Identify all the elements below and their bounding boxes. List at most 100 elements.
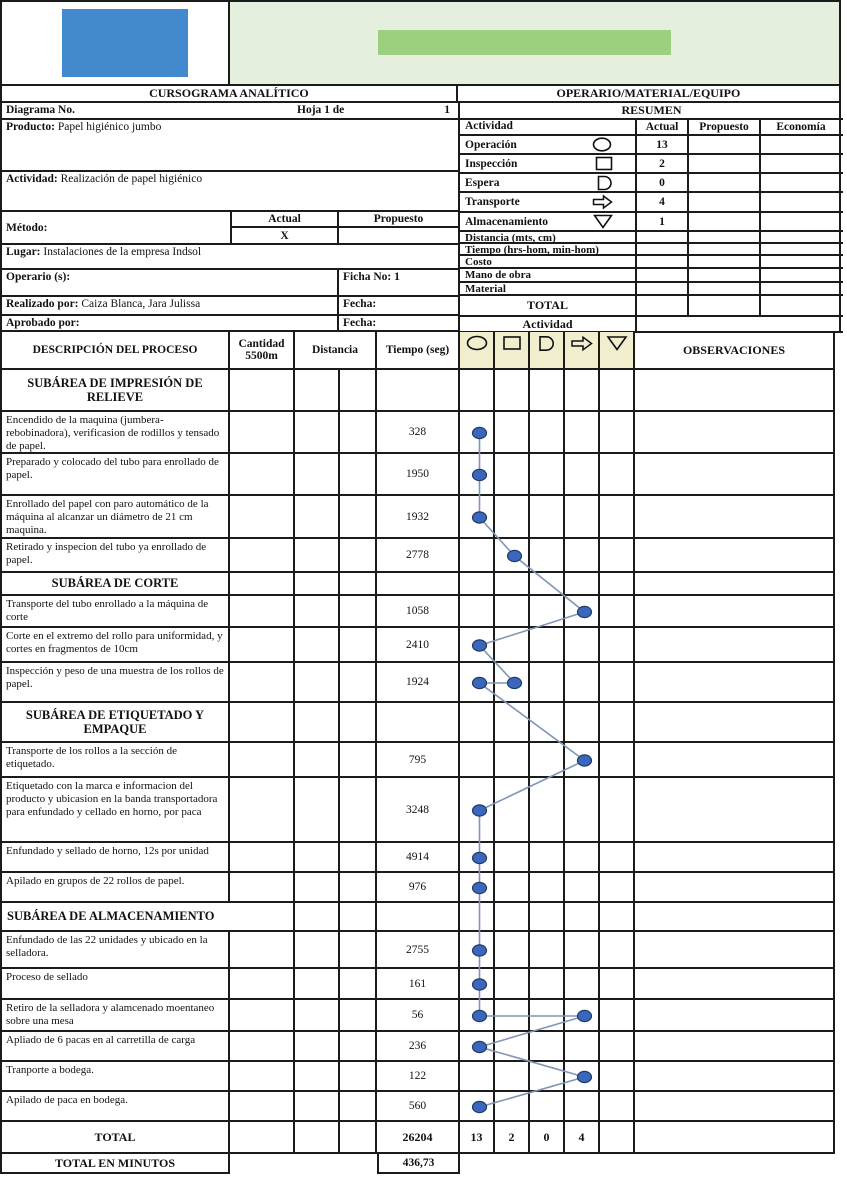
total-cantidad (230, 1122, 295, 1152)
diagrama-label: Diagrama No. (6, 104, 75, 116)
material-actual (635, 283, 687, 295)
operacion-economia (759, 136, 841, 153)
almacenamiento-label: Almacenamiento (465, 215, 549, 228)
process-row: Enfundado de las 22 unidades y ubicado e… (2, 932, 835, 969)
tiempo-propuesto (687, 244, 759, 256)
storage-col-cell (600, 1092, 635, 1120)
resumen-row-inspeccion: Inspección 2 (460, 155, 843, 174)
tiempo-cell (377, 703, 460, 741)
inspection-col-cell (495, 539, 530, 571)
distancia-cell-2 (340, 496, 377, 537)
total-dist1 (295, 1122, 340, 1152)
cantidad-cell (230, 969, 295, 998)
resumen-total-propuesto (687, 296, 759, 315)
transport-col-cell (565, 1032, 600, 1060)
delay-col-cell (530, 932, 565, 967)
inspeccion-propuesto (687, 155, 759, 172)
distancia-cell-1 (295, 778, 340, 841)
material-economia (759, 283, 841, 295)
delay-col-cell (530, 539, 565, 571)
costo-actual (635, 256, 687, 268)
material-row: Material (460, 283, 843, 296)
distancia-cell-1 (295, 1000, 340, 1030)
cantidad-header: Cantidad 5500m (230, 332, 295, 368)
cantidad-cell (230, 1000, 295, 1030)
cantidad-cell (230, 496, 295, 537)
distancia-cell-2 (340, 969, 377, 998)
metodo-actual-value: X (230, 228, 337, 243)
delay-col-cell (530, 370, 565, 410)
realizado-value: Caiza Blanca, Jara Julissa (81, 298, 201, 310)
inspeccion-actual: 2 (635, 155, 687, 172)
process-desc-cell: Proceso de sellado (2, 969, 230, 998)
logo-cell (2, 2, 230, 84)
resumen-total-row: TOTAL (460, 296, 843, 317)
distancia-cell-2 (340, 1000, 377, 1030)
operation-col-cell (460, 663, 495, 701)
inspection-col-cell (495, 903, 530, 930)
cantidad-cell (230, 412, 295, 452)
inspection-col-cell (495, 1032, 530, 1060)
mano-de-obra-label: Mano de obra (465, 269, 531, 281)
info-section: Diagrama No. Hoja 1 de 1 Producto: Papel… (0, 103, 843, 333)
distancia-cell-2 (340, 1032, 377, 1060)
cantidad-cell (230, 932, 295, 967)
transport-col-cell (565, 454, 600, 494)
operation-col-cell (460, 370, 495, 410)
distancia-cell-1 (295, 454, 340, 494)
inspeccion-label: Inspección (465, 157, 518, 170)
operacion-label: Operación (465, 138, 517, 151)
observaciones-cell (635, 628, 835, 661)
process-row: Apilado de paca en bodega. 560 (2, 1092, 835, 1122)
form-title: CURSOGRAMA ANALÍTICO (2, 86, 458, 103)
process-desc-cell: Apliado de 6 pacas en al carretilla de c… (2, 1032, 230, 1060)
storage-col-cell (600, 743, 635, 776)
distancia-cell-1 (295, 1062, 340, 1090)
observaciones-header: OBSERVACIONES (635, 332, 835, 368)
total-row: TOTAL 26204 13 2 0 4 (2, 1122, 835, 1154)
process-row: Retirado y inspecion del tubo ya enrolla… (2, 539, 835, 573)
delay-col-cell (530, 573, 565, 594)
company-logo (62, 9, 188, 77)
observaciones-cell (635, 743, 835, 776)
operation-col-cell (460, 873, 495, 901)
tiempo-cell: 2755 (377, 932, 460, 967)
process-table-header: DESCRIPCIÓN DEL PROCESO Cantidad 5500m D… (2, 332, 835, 370)
distancia-cell-1 (295, 628, 340, 661)
total-minutes-row: TOTAL EN MINUTOS 436,73 (0, 1152, 460, 1174)
operation-col-cell (460, 969, 495, 998)
storage-col-cell (600, 370, 635, 410)
distancia-row: Distancia (mts, cm) (460, 232, 843, 244)
tiempo-cell: 1058 (377, 596, 460, 626)
delay-col-cell (530, 743, 565, 776)
process-desc-cell: Enfundado de las 22 unidades y ubicado e… (2, 932, 230, 967)
lugar-row: Lugar: Instalaciones de la empresa Indso… (2, 245, 458, 270)
distancia-cell-1 (295, 412, 340, 452)
distancia-cell-2 (340, 1062, 377, 1090)
resumen-row-almacenamiento: Almacenamiento 1 (460, 213, 843, 232)
operation-col-cell (460, 539, 495, 571)
process-row: Enrollado del papel con paro automático … (2, 496, 835, 539)
storage-triangle-icon (593, 214, 613, 229)
aprobado-label: Aprobado por: (6, 317, 80, 329)
cantidad-cell (230, 370, 295, 410)
observaciones-cell (635, 778, 835, 841)
cantidad-cell (230, 1062, 295, 1090)
observaciones-cell (635, 496, 835, 537)
tiempo-cell: 328 (377, 412, 460, 452)
observaciones-cell (635, 1062, 835, 1090)
distancia-header: Distancia (295, 332, 377, 368)
lugar-label: Lugar: (6, 246, 41, 258)
storage-col-cell (600, 573, 635, 594)
process-row: Retiro de la selladora y alamcenado moen… (2, 1000, 835, 1032)
observaciones-cell (635, 873, 835, 901)
process-desc-cell: Retirado y inspecion del tubo ya enrolla… (2, 539, 230, 571)
process-row: Tranporte a bodega. 122 (2, 1062, 835, 1092)
distancia-cell-1 (295, 903, 340, 930)
hoja-label: Hoja 1 de (297, 104, 345, 116)
inspection-col-cell (495, 932, 530, 967)
inspection-col-cell (495, 843, 530, 871)
tiempo-cell: 161 (377, 969, 460, 998)
tiempo-cell: 560 (377, 1092, 460, 1120)
